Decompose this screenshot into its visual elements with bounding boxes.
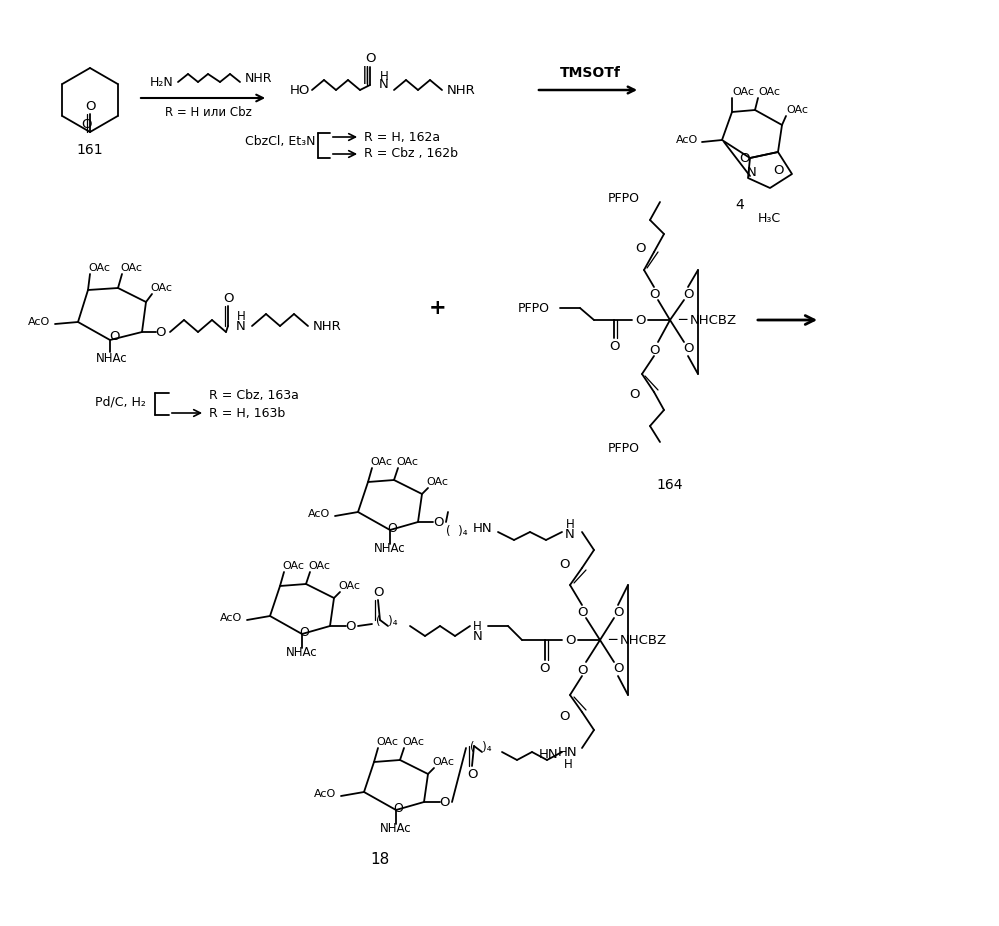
Text: O: O [439, 795, 450, 808]
Text: HN: HN [473, 521, 492, 534]
Text: O: O [393, 802, 403, 815]
Text: O: O [612, 661, 623, 674]
Text: OAc: OAc [282, 561, 304, 571]
Text: O: O [299, 625, 309, 639]
Text: O: O [559, 558, 570, 571]
Text: PFPO: PFPO [608, 442, 640, 455]
Text: O: O [345, 619, 356, 632]
Text: H: H [474, 619, 482, 632]
Text: OAc: OAc [758, 87, 780, 97]
Text: AcO: AcO [28, 317, 50, 327]
Text: NHAc: NHAc [286, 645, 318, 658]
Text: H₂N: H₂N [150, 76, 174, 89]
Text: OAc: OAc [376, 737, 398, 747]
Text: N: N [380, 79, 389, 92]
Text: 164: 164 [656, 478, 683, 492]
Text: (  )₄: ( )₄ [447, 525, 468, 539]
Text: O: O [539, 661, 550, 674]
Text: OAc: OAc [786, 105, 808, 115]
Text: NHCBZ: NHCBZ [690, 314, 737, 327]
Text: AcO: AcO [220, 613, 242, 623]
Text: OAc: OAc [338, 581, 360, 591]
Text: R = H или Cbz: R = H или Cbz [165, 106, 252, 119]
Text: O: O [110, 330, 120, 343]
Text: O: O [85, 101, 95, 114]
Text: O: O [576, 606, 587, 619]
Text: PFPO: PFPO [608, 192, 640, 205]
Text: O: O [223, 292, 233, 305]
Text: N: N [747, 166, 757, 179]
Text: OAc: OAc [432, 757, 454, 767]
Text: NHAc: NHAc [381, 821, 412, 834]
Text: N: N [236, 319, 246, 332]
Text: O: O [648, 344, 659, 357]
Text: CbzCl, Et₃N: CbzCl, Et₃N [245, 135, 316, 148]
Text: NHAc: NHAc [96, 352, 128, 365]
Text: 161: 161 [77, 143, 103, 157]
Text: OAc: OAc [732, 87, 754, 97]
Text: O: O [365, 53, 376, 66]
Text: O: O [612, 606, 623, 619]
Text: H: H [380, 69, 389, 82]
Text: OAc: OAc [308, 561, 330, 571]
Text: NHCBZ: NHCBZ [620, 633, 667, 646]
Text: R = Cbz, 163a: R = Cbz, 163a [209, 390, 299, 403]
Text: (  )₄: ( )₄ [471, 742, 492, 755]
Text: O: O [773, 164, 783, 177]
Text: OAc: OAc [88, 263, 110, 273]
Text: OAc: OAc [402, 737, 424, 747]
Text: NHR: NHR [313, 319, 342, 332]
Text: R = H, 163b: R = H, 163b [209, 407, 286, 419]
Text: NHR: NHR [447, 83, 476, 96]
Text: AcO: AcO [675, 135, 698, 145]
Text: O: O [559, 709, 570, 722]
Text: O: O [648, 287, 659, 301]
Text: AcO: AcO [314, 789, 336, 799]
Text: O: O [682, 287, 693, 301]
Text: O: O [738, 152, 749, 165]
Text: O: O [629, 387, 640, 401]
Text: AcO: AcO [308, 509, 330, 519]
Text: ─: ─ [608, 633, 616, 647]
Text: H: H [565, 519, 574, 532]
Text: O: O [608, 340, 619, 353]
Text: HN: HN [538, 747, 558, 760]
Text: O: O [81, 118, 91, 131]
Text: 4: 4 [735, 198, 744, 212]
Text: ─: ─ [678, 313, 686, 327]
Text: NHR: NHR [245, 71, 273, 84]
Text: PFPO: PFPO [518, 302, 550, 315]
Text: O: O [467, 768, 478, 781]
Text: OAc: OAc [426, 477, 448, 487]
Text: O: O [433, 516, 444, 529]
Text: O: O [387, 521, 397, 534]
Text: Pd/C, H₂: Pd/C, H₂ [95, 395, 146, 408]
Text: HO: HO [290, 83, 311, 96]
Text: ‖: ‖ [362, 66, 370, 84]
Text: OAc: OAc [396, 457, 418, 467]
Text: R = Cbz , 162b: R = Cbz , 162b [364, 147, 458, 160]
Text: O: O [576, 664, 587, 677]
Text: N: N [473, 630, 482, 643]
Text: +: + [430, 298, 447, 318]
Text: (  )₄: ( )₄ [377, 616, 398, 629]
Text: O: O [682, 342, 693, 355]
Text: NHAc: NHAc [375, 542, 406, 555]
Text: H₃C: H₃C [758, 211, 781, 224]
Text: O: O [634, 314, 645, 327]
Text: OAc: OAc [370, 457, 392, 467]
Text: 18: 18 [371, 853, 390, 868]
Text: O: O [373, 585, 384, 598]
Text: OAc: OAc [150, 283, 172, 293]
Text: O: O [564, 633, 575, 646]
Text: H: H [563, 757, 572, 770]
Text: H: H [237, 309, 246, 322]
Text: O: O [155, 326, 165, 339]
Text: O: O [634, 242, 645, 255]
Text: N: N [565, 529, 574, 542]
Text: TMSOTf: TMSOTf [559, 66, 620, 80]
Text: HN: HN [558, 745, 577, 758]
Text: R = H, 162a: R = H, 162a [364, 131, 441, 144]
Text: OAc: OAc [120, 263, 142, 273]
